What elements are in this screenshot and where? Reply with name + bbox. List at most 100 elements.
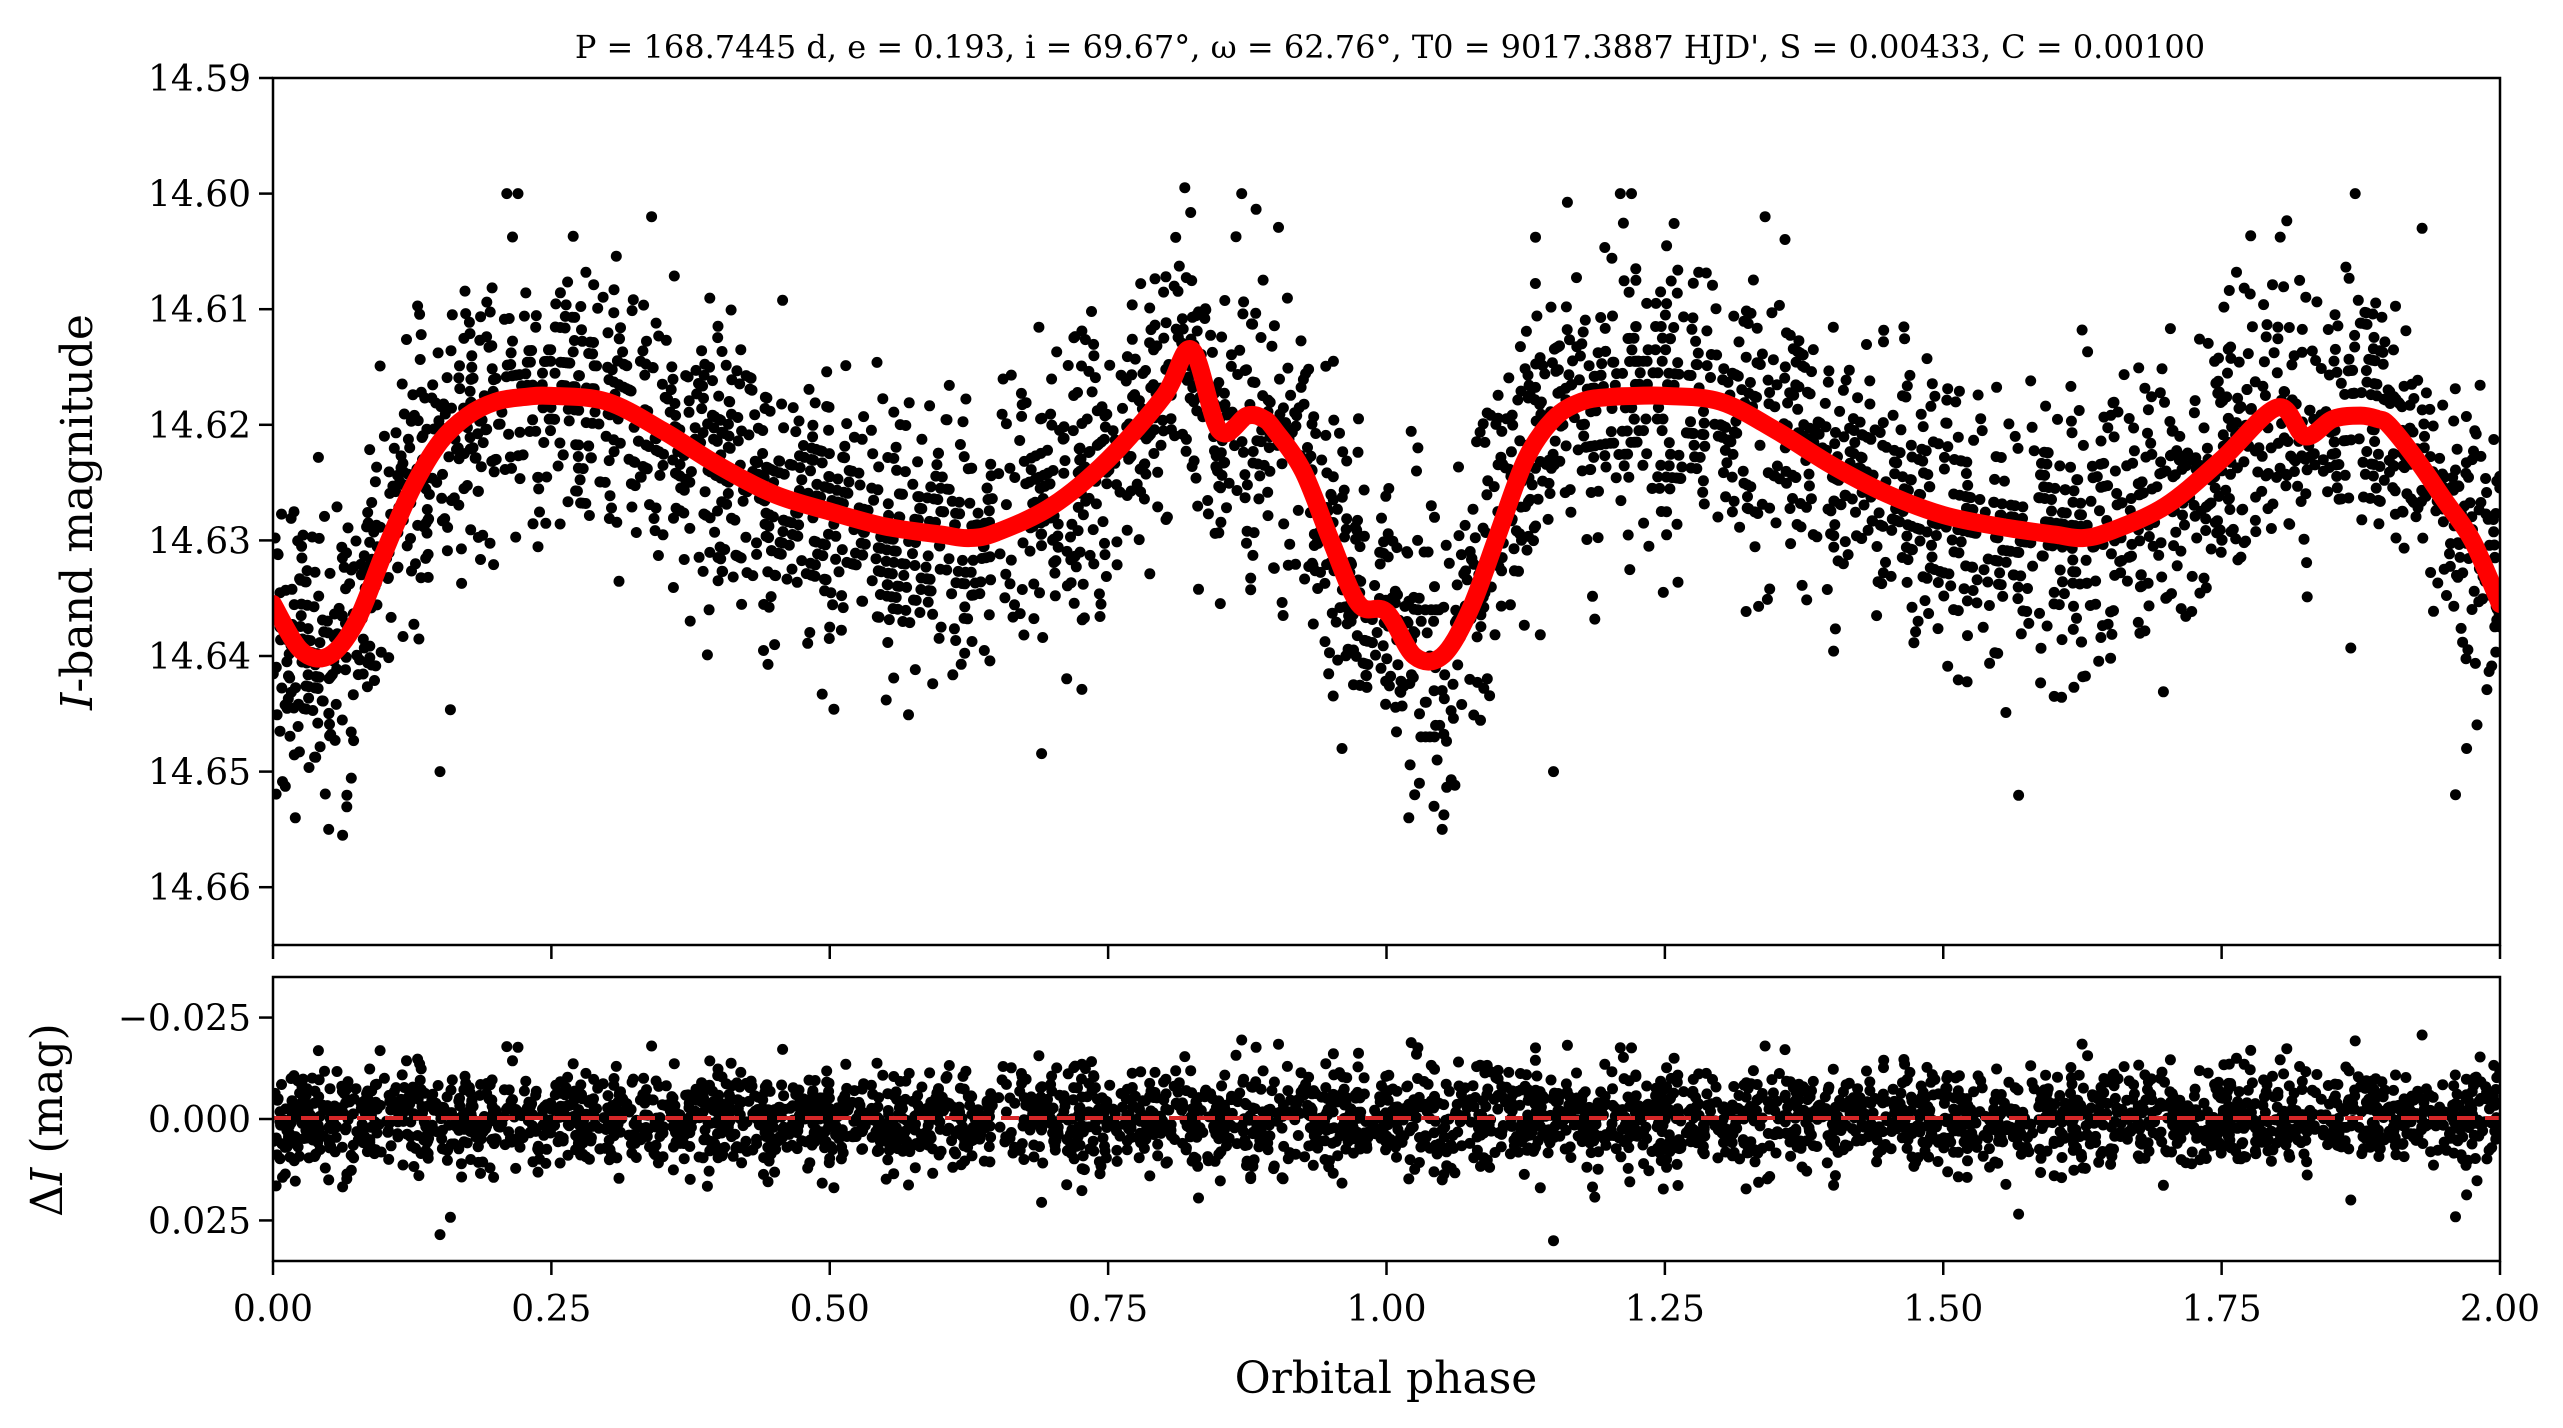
- data-point: [464, 328, 476, 340]
- residual-point: [588, 1073, 600, 1085]
- data-point: [2186, 606, 2198, 617]
- data-point: [1745, 481, 1757, 493]
- data-point: [1239, 365, 1251, 376]
- data-point: [559, 322, 571, 334]
- data-point: [856, 595, 868, 607]
- data-point: [2170, 526, 2182, 538]
- data-point: [567, 230, 579, 242]
- residual-point: [1467, 1080, 1479, 1092]
- residual-point: [697, 1106, 709, 1118]
- data-point: [420, 552, 432, 564]
- data-point: [1787, 493, 1798, 504]
- data-point: [741, 567, 753, 579]
- residual-point: [955, 1159, 967, 1171]
- data-point: [1046, 419, 1058, 431]
- data-point: [1052, 530, 1064, 542]
- data-point: [805, 569, 817, 581]
- residual-point: [2157, 1179, 2169, 1191]
- data-point: [319, 788, 331, 800]
- data-point: [1299, 573, 1311, 585]
- data-point: [1946, 534, 1958, 546]
- data-point: [572, 451, 584, 462]
- data-point: [2464, 497, 2476, 509]
- data-point: [935, 506, 947, 517]
- data-point: [886, 591, 897, 603]
- data-point: [2215, 546, 2227, 558]
- data-point: [2034, 492, 2046, 504]
- data-point: [318, 626, 330, 638]
- data-point: [1065, 531, 1076, 543]
- data-point: [1328, 414, 1340, 426]
- residual-point: [2278, 1068, 2290, 1080]
- data-point: [833, 566, 845, 578]
- data-point: [2220, 484, 2232, 496]
- data-point: [1515, 385, 1527, 397]
- residual-point: [1821, 1157, 1833, 1169]
- data-point: [1837, 384, 1849, 396]
- y-tick-label: 14.63: [148, 521, 251, 562]
- data-point: [2003, 418, 2015, 430]
- residual-point: [903, 1179, 914, 1191]
- data-point: [2147, 540, 2159, 552]
- residual-point: [1941, 1072, 1953, 1084]
- data-point: [1929, 390, 1941, 402]
- data-point: [1807, 529, 1819, 541]
- data-point: [1049, 567, 1061, 579]
- data-point: [2258, 356, 2270, 368]
- data-point: [2343, 272, 2355, 284]
- data-point: [2419, 430, 2430, 442]
- data-point: [2271, 471, 2283, 483]
- data-point: [1221, 409, 1233, 421]
- data-point: [1370, 649, 1381, 661]
- data-point: [2093, 655, 2105, 667]
- data-point: [2335, 377, 2347, 389]
- data-point: [580, 417, 592, 429]
- data-point: [1955, 455, 1966, 467]
- data-point: [1152, 501, 1164, 513]
- data-point: [520, 287, 532, 299]
- data-point: [1971, 597, 1983, 609]
- data-point: [1216, 469, 1228, 481]
- data-point: [2194, 587, 2206, 599]
- data-point: [790, 426, 802, 438]
- data-point: [1241, 537, 1252, 549]
- data-point: [2042, 447, 2054, 459]
- data-point: [1548, 459, 1560, 471]
- data-point: [791, 576, 803, 588]
- data-point: [1829, 623, 1841, 635]
- data-point: [2384, 386, 2396, 397]
- data-point: [369, 476, 381, 488]
- data-point: [757, 448, 769, 459]
- data-point: [456, 577, 468, 589]
- data-point: [1989, 473, 2001, 485]
- data-point: [1405, 425, 1417, 437]
- data-point: [762, 658, 774, 670]
- data-point: [2340, 261, 2352, 273]
- data-point: [325, 671, 337, 683]
- data-point: [2481, 487, 2493, 498]
- data-point: [285, 686, 297, 698]
- data-point: [2322, 486, 2334, 498]
- data-point: [273, 532, 281, 544]
- data-point: [575, 301, 587, 312]
- data-point: [809, 397, 821, 409]
- residual-point: [966, 1150, 978, 1162]
- data-point: [2489, 551, 2500, 563]
- residual-point: [732, 1094, 744, 1106]
- data-point: [614, 333, 625, 345]
- residual-point: [2449, 1069, 2461, 1081]
- data-point: [1479, 436, 1491, 448]
- data-point: [701, 649, 713, 661]
- data-point: [1544, 488, 1556, 499]
- data-point: [2145, 437, 2157, 449]
- data-point: [1245, 584, 1257, 596]
- data-point: [802, 637, 814, 649]
- data-point: [909, 664, 921, 676]
- data-point: [1323, 668, 1335, 680]
- data-point: [896, 558, 908, 570]
- data-point: [1016, 399, 1028, 411]
- data-point: [2111, 488, 2123, 499]
- data-point: [314, 741, 326, 753]
- data-point: [2491, 475, 2500, 487]
- data-point: [986, 493, 998, 505]
